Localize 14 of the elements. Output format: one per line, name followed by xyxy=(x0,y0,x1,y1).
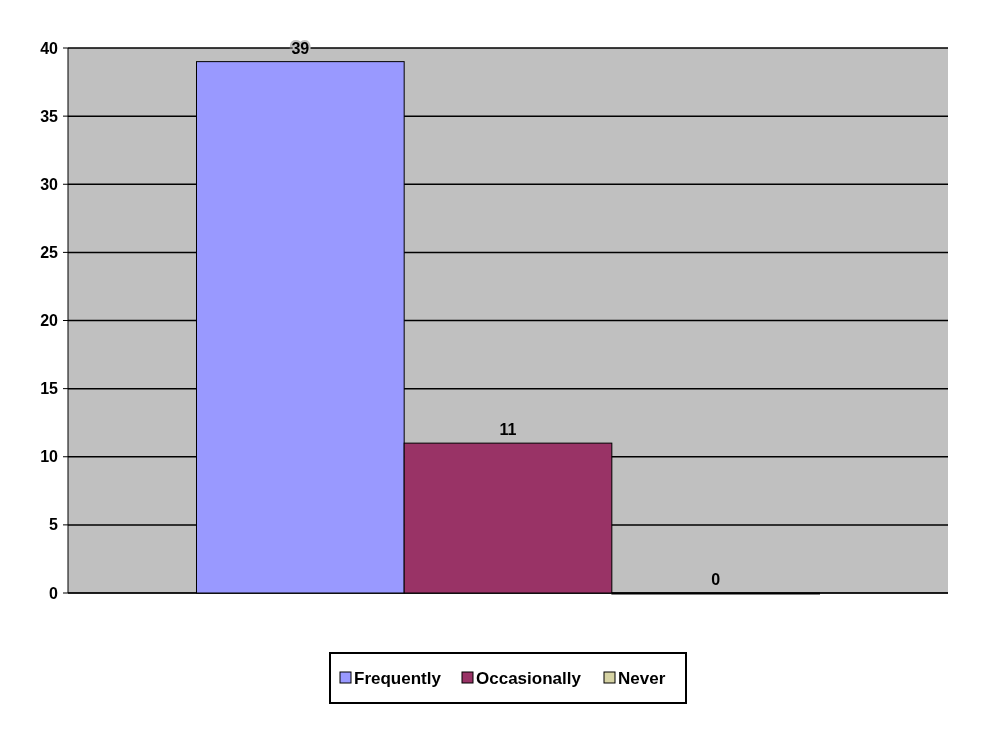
y-tick-label: 5 xyxy=(49,516,59,534)
y-tick-label: 35 xyxy=(40,107,59,125)
y-tick-label: 20 xyxy=(40,312,59,330)
y-tick-label: 0 xyxy=(49,584,59,602)
y-tick-label: 40 xyxy=(40,39,59,57)
y-tick-label: 15 xyxy=(40,380,59,398)
legend-label: Never xyxy=(618,668,666,688)
legend-label: Frequently xyxy=(354,668,442,688)
y-tick-label: 10 xyxy=(40,448,59,466)
y-tick-label: 25 xyxy=(40,243,59,261)
data-label: 0 xyxy=(711,571,721,588)
legend-label: Occasionally xyxy=(476,668,582,688)
data-label: 11 xyxy=(499,421,517,439)
y-tick-label: 30 xyxy=(40,175,59,193)
